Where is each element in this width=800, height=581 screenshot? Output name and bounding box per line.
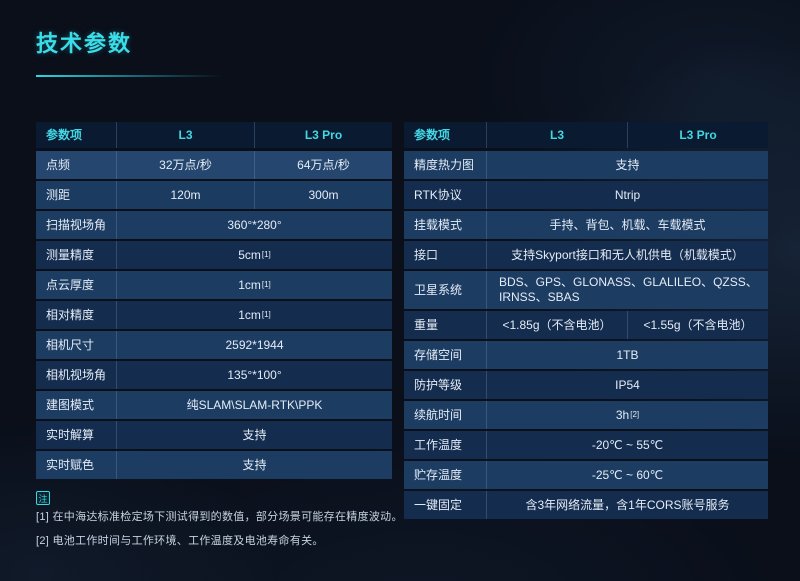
param-label-cell: 挂载模式: [414, 217, 463, 232]
param-value-cell: 5cm [1]: [116, 241, 392, 269]
param-value-cell: Ntrip: [486, 181, 768, 209]
param-label-cell: 相对精度: [46, 307, 95, 322]
param-label-cell: 测距: [46, 187, 71, 202]
page-title: 技术参数: [36, 31, 133, 56]
param-label-cell: RTK协议: [414, 187, 462, 202]
spec-table-left: 参数项 L3 L3 Pro 点频 32万点/秒 64万点/秒 测距 120m 300m 扫描视场…: [36, 122, 392, 481]
param-label-cell: 测量精度: [46, 247, 95, 262]
param-label-cell: 精度热力图: [414, 157, 475, 172]
param-label-cell: 存储空间: [414, 347, 463, 362]
param-value-cell: 支持: [116, 421, 392, 449]
param-value-cell: -20℃ ~ 55℃: [486, 431, 768, 459]
table-row: 接口 支持Skyport接口和无人机供电（机载模式）: [404, 241, 768, 269]
table-row: 存储空间 1TB: [404, 341, 768, 369]
param-value-cell: 1cm [1]: [116, 271, 392, 299]
param-value-cell: BDS、GPS、GLONASS、GLALILEO、QZSS、 IRNSS、SBA…: [486, 271, 768, 309]
param-value-cell: 1TB: [486, 341, 768, 369]
table-row: 防护等级 IP54: [404, 371, 768, 399]
param-value-cell: 支持: [116, 451, 392, 479]
param-label-cell: 建图模式: [46, 397, 95, 412]
param-label-cell: 相机尺寸: [46, 337, 95, 352]
table-row: 测距 120m 300m: [36, 181, 392, 209]
header-param-cell: 参数项: [414, 127, 451, 142]
param-value-cell: 2592*1944: [116, 331, 392, 359]
spec-table-right: 参数项 L3 L3 Pro 精度热力图 支持 RTK协议 Ntrip 挂载模式 手持、背包、机…: [404, 122, 768, 521]
param-value-cell: 32万点/秒: [116, 151, 254, 179]
table-row: 重量 <1.85g（不含电池） <1.55g（不含电池）: [404, 311, 768, 339]
table-row: 一键固定 含3年网络流量，含1年CORS账号服务: [404, 491, 768, 519]
param-label-cell: 工作温度: [414, 437, 463, 452]
param-label-cell: 接口: [414, 247, 439, 262]
param-label-cell: 卫星系统: [414, 282, 463, 297]
table-row: 续航时间 3h [2]: [404, 401, 768, 429]
table-row: 工作温度 -20℃ ~ 55℃: [404, 431, 768, 459]
header-product-cell: L3: [486, 122, 627, 148]
table-body: 精度热力图 支持 RTK协议 Ntrip 挂载模式 手持、背包、机载、车载模式接口 支持Sk…: [404, 151, 768, 519]
param-label-cell: 重量: [414, 317, 439, 332]
table-row: 点云厚度 1cm [1]: [36, 271, 392, 299]
param-value-cell: 3h [2]: [486, 401, 768, 429]
param-label-cell: 点频: [46, 157, 71, 172]
table-row: 点频 32万点/秒 64万点/秒: [36, 151, 392, 179]
param-label-cell: 防护等级: [414, 377, 463, 392]
footnote-2: [2] 电池工作时间与工作环境、工作温度及电池寿命有关。: [36, 535, 324, 547]
table-header: 参数项 L3 L3 Pro: [404, 122, 768, 148]
param-value-cell: 1cm [1]: [116, 301, 392, 329]
param-value-cell: 含3年网络流量，含1年CORS账号服务: [486, 491, 768, 519]
param-label-cell: 点云厚度: [46, 277, 95, 292]
param-value-cell: <1.55g（不含电池）: [627, 311, 768, 339]
param-value-cell: <1.85g（不含电池）: [486, 311, 627, 339]
table-row: 贮存温度 -25℃ ~ 60℃: [404, 461, 768, 489]
param-label-cell: 实时赋色: [46, 457, 95, 472]
table-row: 相对精度 1cm [1]: [36, 301, 392, 329]
table-row: 卫星系统 BDS、GPS、GLONASS、GLALILEO、QZSS、 IRNSS…: [404, 271, 768, 309]
param-label-cell: 一键固定: [414, 497, 463, 512]
param-value-cell: 64万点/秒: [254, 151, 392, 179]
param-label-cell: 实时解算: [46, 427, 95, 442]
table-row: 实时解算 支持: [36, 421, 392, 449]
header-param-cell: 参数项: [46, 127, 83, 142]
table-row: 精度热力图 支持: [404, 151, 768, 179]
param-value-cell: 手持、背包、机载、车载模式: [486, 211, 768, 239]
param-value-cell: 支持Skyport接口和无人机供电（机载模式）: [486, 241, 768, 269]
table-row: 测量精度 5cm [1]: [36, 241, 392, 269]
note-icon: 注: [36, 491, 50, 505]
table-row: RTK协议 Ntrip: [404, 181, 768, 209]
param-value-cell: -25℃ ~ 60℃: [486, 461, 768, 489]
param-value-cell: 支持: [486, 151, 768, 179]
header-product-cell: L3 Pro: [627, 122, 768, 148]
table-row: 建图模式 纯SLAM\SLAM-RTK\PPK: [36, 391, 392, 419]
param-value-cell: IP54: [486, 371, 768, 399]
title-underline: [36, 75, 222, 77]
param-value-cell: 360°*280°: [116, 211, 392, 239]
param-value-cell: 120m: [116, 181, 254, 209]
table-row: 扫描视场角 360°*280°: [36, 211, 392, 239]
param-label-cell: 扫描视场角: [46, 217, 107, 232]
header-product-cell: L3: [116, 122, 254, 148]
param-value-cell: 300m: [254, 181, 392, 209]
table-row: 相机视场角 135°*100°: [36, 361, 392, 389]
table-row: 挂载模式 手持、背包、机载、车载模式: [404, 211, 768, 239]
table-row: 实时赋色 支持: [36, 451, 392, 479]
param-label-cell: 相机视场角: [46, 367, 107, 382]
table-row: 相机尺寸 2592*1944: [36, 331, 392, 359]
header-product-cell: L3 Pro: [254, 122, 392, 148]
param-value-cell: 纯SLAM\SLAM-RTK\PPK: [116, 391, 392, 419]
param-value-cell: 135°*100°: [116, 361, 392, 389]
table-header: 参数项 L3 L3 Pro: [36, 122, 392, 148]
param-label-cell: 续航时间: [414, 407, 463, 422]
footnote-1: [1] 在中海达标准检定场下测试得到的数值，部分场景可能存在精度波动。: [36, 511, 403, 523]
param-label-cell: 贮存温度: [414, 467, 463, 482]
table-body: 点频 32万点/秒 64万点/秒 测距 120m 300m 扫描视场角 360°*280° 测量…: [36, 151, 392, 479]
